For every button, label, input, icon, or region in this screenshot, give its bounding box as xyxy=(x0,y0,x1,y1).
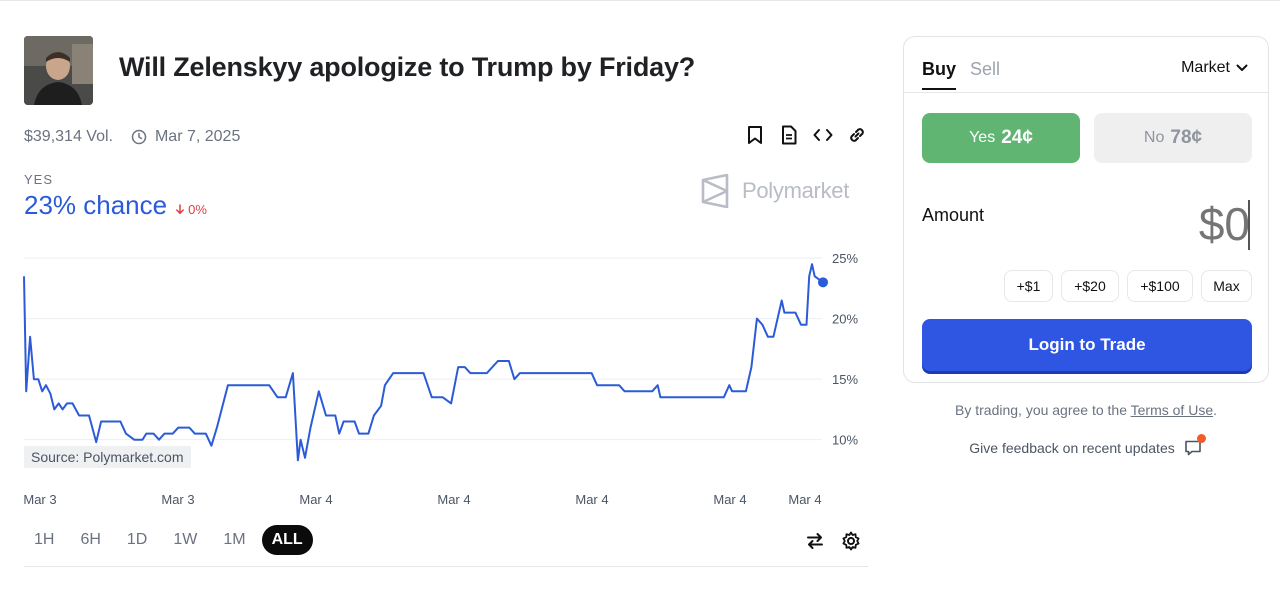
clock-icon xyxy=(131,129,147,145)
amount-label: Amount xyxy=(922,205,985,225)
series-line-yes xyxy=(23,263,824,462)
document-icon[interactable] xyxy=(778,124,800,146)
quick-add-20-button[interactable]: +$20 xyxy=(1061,270,1119,302)
quick-add-100-button[interactable]: +$100 xyxy=(1127,270,1193,302)
chat-bubble-icon xyxy=(1183,434,1206,457)
gear-icon[interactable] xyxy=(840,530,862,552)
market-toolbar xyxy=(744,124,868,146)
no-outcome-button[interactable]: No 78¢ xyxy=(1094,113,1252,163)
chance-value: 23% chance 0% xyxy=(24,190,207,221)
chance-delta: 0% xyxy=(175,202,207,217)
outcome-label: YES xyxy=(24,172,54,187)
embed-code-icon[interactable] xyxy=(812,124,834,146)
chance-delta-text: 0% xyxy=(188,202,207,217)
x-tick-label: Mar 4 xyxy=(437,492,470,507)
y-tick-label: 15% xyxy=(832,372,858,387)
input-caret xyxy=(1248,200,1250,250)
source-label: Source: Polymarket.com xyxy=(24,446,191,468)
terms-of-use-link[interactable]: Terms of Use xyxy=(1130,402,1214,418)
top-divider xyxy=(0,0,1280,1)
x-tick-label: Mar 4 xyxy=(575,492,608,507)
x-tick-label: Mar 3 xyxy=(161,492,194,507)
market-avatar xyxy=(24,36,93,105)
end-date: Mar 7, 2025 xyxy=(131,128,240,146)
arrow-down-icon xyxy=(176,204,185,215)
no-label: No xyxy=(1143,129,1165,146)
x-tick-label: Mar 4 xyxy=(299,492,332,507)
section-divider xyxy=(24,566,868,567)
x-tick-label: Mar 4 xyxy=(788,492,821,507)
login-to-trade-button[interactable]: Login to Trade xyxy=(922,319,1252,371)
swap-arrows-icon[interactable] xyxy=(804,530,826,552)
panel-divider xyxy=(904,92,1268,93)
y-tick-label: 20% xyxy=(832,312,858,327)
feedback-link[interactable]: Give feedback on recent updates xyxy=(903,434,1269,457)
yes-label: Yes xyxy=(969,129,996,146)
bookmark-icon[interactable] xyxy=(744,124,766,146)
x-axis-ticks: Mar 3 Mar 3 Mar 4 Mar 4 Mar 4 Mar 4 Mar 4 xyxy=(23,492,821,507)
chevron-down-icon xyxy=(1236,64,1248,71)
y-tick-label: 10% xyxy=(832,433,858,448)
quick-max-button[interactable]: Max xyxy=(1201,270,1252,302)
x-tick-label: Mar 4 xyxy=(713,492,746,507)
quick-add-1-button[interactable]: +$1 xyxy=(1004,270,1053,302)
polymarket-logo-icon xyxy=(701,174,729,208)
chance-text: 23% chance xyxy=(24,190,168,220)
range-1d-button[interactable]: 1D xyxy=(126,531,148,548)
time-range-selector: 1H 6H 1D 1W 1M ALL xyxy=(24,525,313,555)
page-title: Will Zelenskyy apologize to Trump by Fri… xyxy=(119,52,696,82)
market-meta: $39,314 Vol. Mar 7, 2025 xyxy=(24,128,240,146)
last-point-marker xyxy=(818,277,828,288)
chart-controls xyxy=(804,530,862,552)
price-chart: 25%20%15%10% Mar 3 Mar 3 Mar 4 Mar 4 Mar 4 Ma… xyxy=(23,251,858,507)
feedback-text: Give feedback on recent updates xyxy=(969,440,1175,456)
terms-suffix: . xyxy=(1213,402,1217,418)
brand-name: Polymarket xyxy=(742,178,850,203)
tab-buy[interactable]: Buy xyxy=(922,59,957,90)
x-tick-label: Mar 3 xyxy=(23,492,56,507)
range-1m-button[interactable]: 1M xyxy=(223,531,246,548)
yes-price: 24¢ xyxy=(1001,127,1033,148)
chart-grid xyxy=(24,257,822,441)
y-tick-label: 25% xyxy=(832,251,858,266)
volume-text: $39,314 Vol. xyxy=(24,128,113,145)
trade-panel: Buy Sell Market Yes 24¢ No 78¢ Amount +$… xyxy=(903,36,1269,383)
range-all-button[interactable]: ALL xyxy=(261,525,313,555)
trade-tabs: Buy Sell xyxy=(922,59,1000,90)
no-price: 78¢ xyxy=(1170,127,1203,148)
end-date-text: Mar 7, 2025 xyxy=(154,128,241,145)
notification-dot xyxy=(1196,434,1206,443)
avatar-portrait-icon xyxy=(24,36,93,105)
y-axis-ticks: 25% 20% 15% 10% xyxy=(832,251,858,448)
order-type-dropdown[interactable]: Market xyxy=(1181,59,1248,77)
range-1h-button[interactable]: 1H xyxy=(34,531,55,548)
terms-prefix: By trading, you agree to the xyxy=(955,402,1131,418)
terms-notice: By trading, you agree to the Terms of Us… xyxy=(903,402,1269,418)
brand-watermark: Polymarket xyxy=(700,174,849,208)
link-icon[interactable] xyxy=(846,124,868,146)
order-type-label: Market xyxy=(1181,59,1230,76)
range-1w-button[interactable]: 1W xyxy=(173,531,198,548)
amount-input[interactable] xyxy=(1100,195,1250,253)
tab-sell[interactable]: Sell xyxy=(970,59,1001,79)
range-6h-button[interactable]: 6H xyxy=(80,531,101,548)
yes-outcome-button[interactable]: Yes 24¢ xyxy=(922,113,1080,163)
